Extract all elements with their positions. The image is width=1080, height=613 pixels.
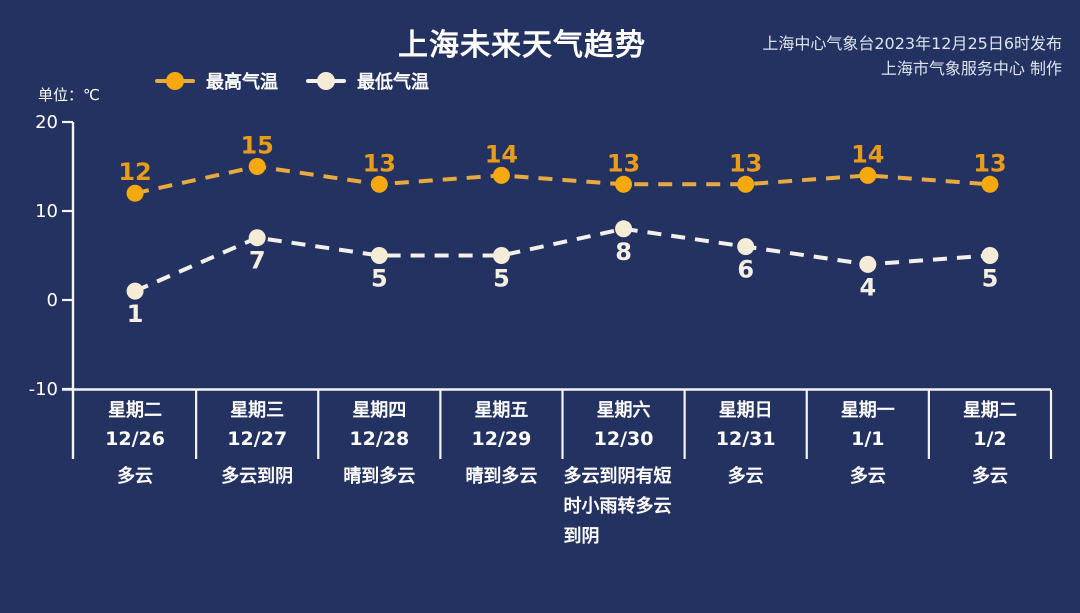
y-axis-tick-label: -10 <box>29 379 58 400</box>
date-label: 1/2 <box>973 428 1007 450</box>
date-label: 12/29 <box>471 428 532 450</box>
low-temp-point <box>248 229 266 247</box>
date-label: 12/28 <box>349 428 410 450</box>
day-column: 星期一 1/1 多云 <box>807 397 929 492</box>
day-column: 星期日 12/31 多云 <box>685 397 807 492</box>
low-temp-value: 1 <box>127 300 144 328</box>
high-temp-point <box>492 166 510 184</box>
weather-label: 多云 <box>727 466 764 487</box>
weather-label: 多云 <box>849 466 886 487</box>
low-temp-point <box>615 220 633 238</box>
weather-label: 晴到多云 <box>465 466 538 487</box>
day-column: 星期二 12/26 多云 <box>74 397 196 492</box>
y-axis-tick-label: 20 <box>35 112 58 133</box>
day-column: 星期三 12/27 多云到阴 <box>196 397 318 492</box>
legend-item-high: 最高气温 <box>155 68 278 94</box>
weather-label: 多云 <box>117 466 154 487</box>
weekday-label: 星期三 <box>230 400 285 421</box>
low-temp-value: 6 <box>737 256 754 284</box>
unit-label: 单位：℃ <box>38 86 100 104</box>
low-legend-label: 最低气温 <box>357 72 429 93</box>
page-title: 上海未来天气趋势 <box>398 28 646 63</box>
high-temp-value: 13 <box>363 149 396 177</box>
weekday-label: 星期日 <box>718 400 773 421</box>
date-label: 12/26 <box>105 428 165 450</box>
date-label: 12/27 <box>227 428 288 450</box>
high-temp-value: 15 <box>240 132 273 160</box>
publisher-line-1: 上海中心气象台2023年12月25日6时发布 <box>762 34 1062 53</box>
date-label: 12/30 <box>593 428 654 450</box>
low-legend-marker-icon <box>306 70 346 92</box>
high-temp-point <box>126 184 144 202</box>
day-column: 星期二 1/2 多云 <box>929 397 1051 492</box>
weather-label: 晴到多云 <box>343 466 416 487</box>
low-temp-point <box>859 255 877 273</box>
weather-label: 多云到阴有短时小雨转多云到阴 <box>563 466 672 547</box>
weather-label: 多云到阴 <box>221 466 294 487</box>
low-temp-value: 8 <box>615 238 632 266</box>
high-legend-label: 最高气温 <box>206 72 278 93</box>
low-legend-dot <box>317 72 335 90</box>
chart-legend: 最高气温 最低气温 <box>155 68 429 94</box>
weekday-label: 星期六 <box>596 400 651 421</box>
weekday-label: 星期五 <box>474 400 529 421</box>
low-temp-value: 5 <box>371 265 388 293</box>
high-temp-point <box>370 175 388 193</box>
high-temp-value: 14 <box>851 140 884 168</box>
high-temp-point <box>737 175 755 193</box>
publisher-line-2: 上海市气象服务中心 制作 <box>880 59 1062 78</box>
low-temp-point <box>737 238 755 256</box>
low-temp-point <box>370 247 388 264</box>
low-temp-value: 7 <box>249 247 266 275</box>
high-temp-line <box>134 164 991 196</box>
high-temp-value: 12 <box>118 158 151 186</box>
low-temp-line <box>134 226 991 293</box>
high-temp-point <box>615 175 633 193</box>
high-temp-value: 13 <box>973 149 1006 177</box>
weather-label: 多云 <box>971 466 1008 487</box>
high-legend-dot <box>166 72 184 90</box>
day-column: 星期六 12/30 多云到阴有短时小雨转多云到阴 <box>563 397 685 552</box>
day-column: 星期四 12/28 晴到多云 <box>318 397 440 492</box>
low-temp-point <box>981 247 999 264</box>
weekday-label: 星期二 <box>108 400 163 421</box>
high-legend-marker-icon <box>155 70 195 92</box>
high-temp-point <box>981 175 999 193</box>
publisher-info: 上海中心气象台2023年12月25日6时发布 上海市气象服务中心 制作 <box>762 31 1062 81</box>
day-column: 星期五 12/29 晴到多云 <box>440 397 562 492</box>
weekday-label: 星期二 <box>962 400 1017 421</box>
low-temp-value: 5 <box>982 265 999 293</box>
low-temp-point <box>492 247 510 264</box>
weekday-label: 星期四 <box>352 400 407 421</box>
high-temp-value: 13 <box>729 149 762 177</box>
high-temp-value: 13 <box>607 149 640 177</box>
weekday-label: 星期一 <box>840 400 895 421</box>
high-temp-point <box>859 166 877 184</box>
y-axis-tick-label: 10 <box>35 201 58 222</box>
y-axis-tick-label: 0 <box>47 290 58 311</box>
legend-item-low: 最低气温 <box>306 68 429 94</box>
high-temp-value: 14 <box>485 140 518 168</box>
low-temp-point <box>126 282 144 300</box>
high-temp-point <box>248 158 266 175</box>
date-label: 1/1 <box>851 428 885 450</box>
low-temp-value: 5 <box>493 265 510 293</box>
date-label: 12/31 <box>715 428 776 450</box>
low-temp-value: 4 <box>859 273 876 301</box>
